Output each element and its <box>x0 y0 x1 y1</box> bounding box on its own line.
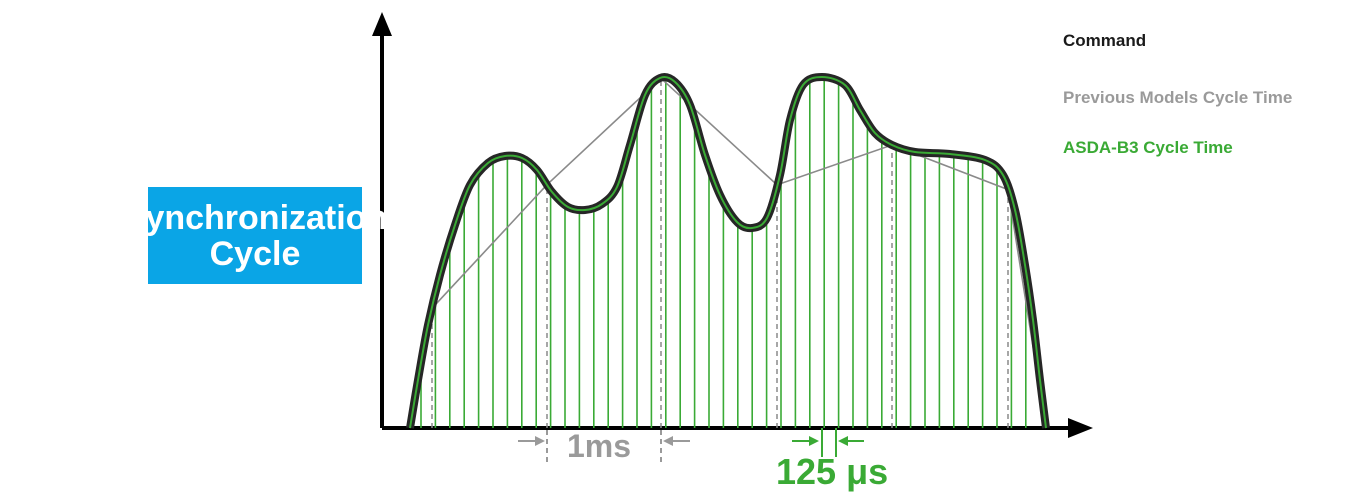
legend-previous-cycle: Previous Models Cycle Time <box>1063 88 1293 107</box>
badge-line-2: Cycle <box>209 234 301 273</box>
interval-125us-label: 125 μs <box>776 451 889 492</box>
previous-cycle-lines <box>431 78 1009 428</box>
command-curve <box>406 73 1050 429</box>
legend-command: Command <box>1063 31 1147 50</box>
interval-1ms-marker <box>518 430 690 465</box>
interval-125us-marker <box>792 428 864 457</box>
synchronization-cycle-badge: Synchronization Cycle <box>123 187 387 284</box>
y-axis-arrow-icon <box>372 12 392 36</box>
badge-line-1: Synchronization <box>122 198 388 237</box>
legend-b3-cycle: ASDA-B3 Cycle Time <box>1063 138 1233 157</box>
command-curve-green-overlay <box>409 76 1047 429</box>
interval-1ms-label: 1ms <box>567 428 632 464</box>
x-axis-arrow-icon <box>1068 418 1093 438</box>
b3-cycle-lines <box>420 77 1027 428</box>
previous-sample-polyline <box>409 77 1047 429</box>
